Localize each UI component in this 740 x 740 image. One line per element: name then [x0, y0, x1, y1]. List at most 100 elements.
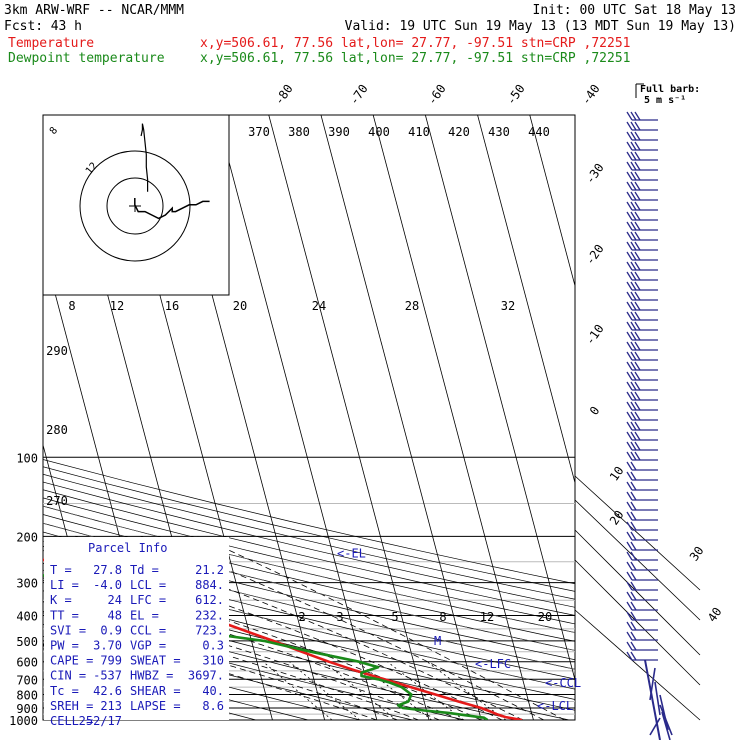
- wind-barb: [626, 211, 658, 221]
- wind-barb: [626, 631, 658, 641]
- wind-barb-flag: [626, 221, 633, 231]
- wind-barb-flag: [626, 481, 633, 491]
- parcel-label: SWEAT =: [130, 654, 181, 668]
- wind-barb-flag: [634, 131, 641, 141]
- wind-barb-flag: [626, 211, 633, 221]
- wind-barb-flag: [626, 281, 633, 291]
- wind-barb-flag: [634, 141, 641, 151]
- wind-barb-flag: [626, 601, 633, 611]
- isotherm: [268, 115, 430, 720]
- wind-barb-flag: [626, 361, 633, 371]
- wind-barb-flag: [626, 441, 633, 451]
- wind-ring-label-32: 32: [501, 299, 515, 313]
- wind-barb-flag: [630, 441, 637, 451]
- parcel-label: CELL =: [50, 714, 93, 728]
- wind-barb-flag: [626, 271, 633, 281]
- wind-barb-flag: [626, 621, 633, 631]
- parcel-value: 27.8: [93, 563, 122, 577]
- parcel-value: 3697.: [188, 669, 224, 683]
- wind-ring-label-12: 12: [110, 299, 124, 313]
- parcel-value: 884.: [195, 578, 224, 592]
- mixing-ratio-label-3: 3: [336, 610, 343, 624]
- mixing-ratio-line: [387, 661, 464, 720]
- wind-barb: [626, 191, 658, 201]
- wind-barb-flag: [630, 541, 637, 551]
- dry-adiabat: [43, 466, 575, 592]
- level-marker: <-EL: [337, 546, 366, 560]
- wind-barb-flag: [630, 241, 637, 251]
- wind-barb-flag: [630, 551, 637, 561]
- wind-barb-low: [649, 717, 661, 736]
- wind-barb-flag: [630, 531, 637, 541]
- wind-barb-flag: [634, 261, 641, 271]
- wind-barb: [626, 481, 658, 491]
- wind-barb-flag: [626, 371, 633, 381]
- isotherm-extension: [574, 529, 701, 656]
- init-time: Init: 00 UTC Sat 18 May 13: [533, 3, 737, 18]
- parcel-label: CAPE =: [50, 654, 93, 668]
- model-title: 3km ARW-WRF -- NCAR/MMM: [4, 3, 184, 18]
- dry-adiabat: [43, 569, 575, 700]
- wind-barb-flag: [626, 571, 633, 581]
- wind-barb-flag: [634, 321, 641, 331]
- wind-barb-flag: [630, 631, 637, 641]
- wind-barb-flag: [630, 181, 637, 191]
- wind-barb: [626, 501, 658, 511]
- wind-barb: [626, 141, 658, 151]
- wind-barb-flag: [630, 261, 637, 271]
- mixing-ratio-line: [357, 661, 432, 720]
- hodograph-trace: [134, 123, 210, 220]
- wind-barb-flag: [626, 241, 633, 251]
- wind-barb: [626, 601, 658, 611]
- level-marker: <-LFC: [475, 657, 511, 671]
- wind-barb-flag: [630, 301, 637, 311]
- wind-barb: [626, 391, 658, 401]
- dry-adiabat: [43, 514, 575, 642]
- hodograph-ring-label-8: 8: [48, 125, 60, 137]
- mixing-ratio-line: [262, 661, 333, 720]
- wind-barb-flag: [626, 511, 633, 521]
- hodograph: 8 12: [42, 114, 230, 296]
- wind-barb-flag: [630, 251, 637, 261]
- wind-barb-flag: [634, 391, 641, 401]
- isotherm-label--20: -20: [583, 242, 607, 268]
- parcel-value: 3.70: [93, 639, 122, 653]
- wind-barb: [626, 151, 658, 161]
- wind-barb-flag: [626, 491, 633, 501]
- isotherm-label--80: -80: [272, 82, 296, 108]
- isotherm-label--60: -60: [425, 82, 449, 108]
- wind-barb-flag: [626, 341, 633, 351]
- wind-barb-flag: [630, 121, 637, 131]
- parcel-value: 24: [108, 593, 122, 607]
- wind-barb-flag: [626, 381, 633, 391]
- wind-barb-flag: [626, 351, 633, 361]
- wind-barb-flag: [630, 571, 637, 581]
- wind-barb: [626, 651, 658, 661]
- mixing-ratio-line: [289, 661, 360, 720]
- wind-barb-flag: [626, 401, 633, 411]
- pressure-tick-label: 800: [16, 689, 38, 703]
- wind-barb-flag: [630, 421, 637, 431]
- wind-barb: [626, 111, 658, 121]
- wind-barb-flag: [626, 411, 633, 421]
- wind-barb-flag: [626, 391, 633, 401]
- wind-barb: [626, 521, 658, 531]
- wind-barb-flag: [626, 521, 633, 531]
- wind-barb-flag: [626, 171, 633, 181]
- wind-barb-flag: [634, 421, 641, 431]
- wind-barb-flag: [626, 261, 633, 271]
- wind-barb-flag: [634, 311, 641, 321]
- wind-barb-flag: [634, 171, 641, 181]
- wind-barb-flag: [630, 351, 637, 361]
- moist-adiabat: [74, 535, 524, 720]
- moist-adiabat: [43, 619, 377, 720]
- wind-barb-flag: [626, 451, 633, 461]
- theta-label-290: 290: [46, 344, 68, 358]
- parcel-value: 21.2: [195, 563, 224, 577]
- wind-barb-flag: [634, 231, 641, 241]
- dry-adiabat: [43, 473, 575, 600]
- barb-legend-icon: [635, 83, 644, 98]
- isotherm-label--10: -10: [583, 322, 607, 348]
- dry-adiabat: [43, 497, 575, 625]
